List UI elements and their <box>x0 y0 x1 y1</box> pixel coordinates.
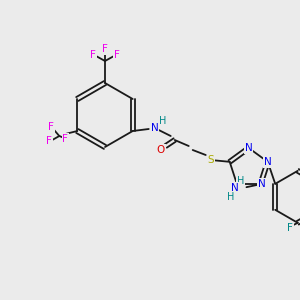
Text: N: N <box>231 183 238 193</box>
Text: F: F <box>46 136 52 146</box>
Text: H: H <box>237 176 244 186</box>
Text: F: F <box>48 122 54 132</box>
Text: F: F <box>62 134 68 144</box>
Text: N: N <box>264 157 272 167</box>
Text: H: H <box>227 192 234 202</box>
Text: N: N <box>245 143 253 153</box>
Text: H: H <box>159 116 166 126</box>
Text: F: F <box>114 50 120 60</box>
Text: F: F <box>287 223 293 233</box>
Text: O: O <box>157 145 165 155</box>
Text: S: S <box>207 155 214 165</box>
Text: N: N <box>258 179 265 189</box>
Text: N: N <box>151 123 159 133</box>
Text: F: F <box>102 44 108 54</box>
Text: F: F <box>90 50 96 60</box>
